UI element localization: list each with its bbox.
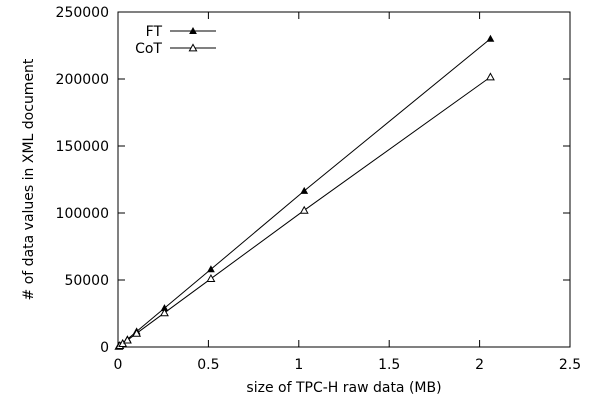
data-point [299, 205, 309, 214]
x-axis-ticks: 0 0.5 1 1.5 2 2.5 [114, 12, 581, 373]
y-axis-title: # of data values in XML document [21, 58, 37, 300]
data-point [207, 265, 215, 273]
data-point [486, 34, 495, 42]
legend-marker [189, 26, 197, 34]
y-tick-label: 200000 [56, 72, 109, 88]
plot-border [117, 11, 571, 348]
data-point [132, 328, 142, 337]
x-axis-title: size of TPC-H raw data (MB) [246, 380, 441, 396]
y-tick-label: 250000 [56, 5, 109, 21]
plot-frame [117, 11, 571, 348]
series-ft [115, 34, 495, 350]
y-tick-label: 150000 [56, 139, 109, 155]
x-tick-label: 2.5 [559, 357, 581, 373]
x-tick-label: 1.5 [378, 357, 400, 373]
legend-label: CoT [135, 41, 162, 57]
series-cot [114, 72, 495, 350]
legend-label: FT [146, 24, 163, 40]
y-tick-label: 50000 [64, 273, 109, 289]
data-point [206, 274, 216, 283]
y-tick-label: 0 [100, 340, 109, 356]
data-point [122, 335, 132, 344]
data-point [485, 72, 495, 81]
x-tick-label: 1 [294, 357, 303, 373]
data-point [300, 186, 309, 194]
y-axis-ticks: 0 50000 100000 150000 200000 250000 [56, 5, 570, 356]
data-point [160, 308, 169, 317]
legend-marker [188, 43, 198, 52]
y-tick-label: 100000 [56, 206, 109, 222]
series-layer [114, 34, 495, 350]
x-tick-label: 2 [475, 357, 484, 373]
x-tick-label: 0 [114, 357, 123, 373]
x-tick-label: 0.5 [197, 357, 219, 373]
